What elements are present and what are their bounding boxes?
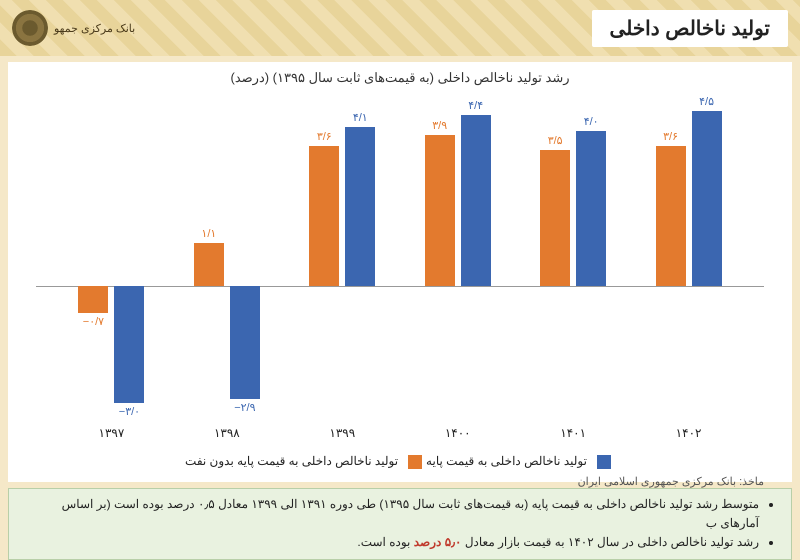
gdp-growth-chart: رشد تولید ناخالص داخلی (به قیمت‌های ثابت… [8,62,792,482]
chart-bar-group: ۳/۰− ۰/۷− [71,92,151,422]
page-title: تولید ناخالص داخلی [592,10,788,47]
cbi-logo-icon [12,10,48,46]
chart-bar-rect [114,286,144,402]
chart-value-label: ۱/۱ [201,227,216,240]
chart-bar: ۱/۱ [194,92,224,422]
chart-bar: ۳/۶ [656,92,686,422]
chart-title: رشد تولید ناخالص داخلی (به قیمت‌های ثابت… [18,70,782,86]
chart-bar-rect [576,131,606,286]
logo-block: بانک مرکزی جمهو [12,10,135,46]
chart-value-label: ۳/۶ [663,130,678,143]
chart-value-label: ۳/۶ [317,130,332,143]
chart-bar: ۳/۰− [114,92,144,422]
legend-label: تولید ناخالص داخلی به قیمت پایه [426,454,587,468]
legend-label: تولید ناخالص داخلی به قیمت پایه بدون نفت [185,454,398,468]
chart-x-label: ۱۴۰۰ [418,426,498,440]
chart-bar-group: ۴/۱ ۳/۶ [302,92,382,422]
chart-bar-rect [461,115,491,286]
chart-bar-rect [425,135,455,286]
chart-bar-rect [345,127,375,286]
chart-x-label: ۱۳۹۸ [187,426,267,440]
legend-swatch [408,455,422,469]
chart-value-label: ۴/۱ [353,111,368,124]
chart-bar: ۲/۹− [230,92,260,422]
chart-bar-rect [309,146,339,286]
chart-bar: ۳/۶ [309,92,339,422]
chart-bar-rect [692,111,722,286]
chart-legend: تولید ناخالص داخلی به قیمت پایه تولید ناخ… [18,454,782,469]
footer-bullet: متوسط رشد تولید ناخالص داخلی به قیمت پای… [23,495,759,533]
chart-value-label: ۴/۴ [468,99,483,112]
chart-bar: ۴/۰ [576,92,606,422]
footer-bullet: رشد تولید ناخالص داخلی در سال ۱۴۰۲ به قی… [23,533,759,552]
chart-plot: ۳/۰− ۰/۷− ۲/۹− ۱/۱ ۴/۱ ۳/۶ ۴/۴ ۳/۹ ۴/۰ ۳/۵ ۴/۵ ۳/۶ [36,92,764,422]
logo-label: بانک مرکزی جمهو [54,22,135,35]
chart-x-label: ۱۳۹۷ [71,426,151,440]
chart-x-axis: ۱۳۹۷ ۱۳۹۸ ۱۳۹۹ ۱۴۰۰ ۱۴۰۱ ۱۴۰۲ [36,426,764,448]
chart-bar-group: ۴/۰ ۳/۵ [533,92,613,422]
chart-bar-rect [540,150,570,286]
chart-value-label: ۲/۹− [234,401,255,414]
footer-notes: متوسط رشد تولید ناخالص داخلی به قیمت پای… [8,488,792,560]
chart-value-label: ۳/۹ [432,119,447,132]
chart-bar: ۳/۵ [540,92,570,422]
chart-bar-rect [194,243,224,286]
footer-emphasis: ۵٫۰ درصد [414,535,462,549]
chart-bar-rect [78,286,108,313]
header-band: تولید ناخالص داخلی بانک مرکزی جمهو [0,0,800,56]
chart-bar: ۴/۴ [461,92,491,422]
chart-bar-group: ۲/۹− ۱/۱ [187,92,267,422]
chart-value-label: ۴/۵ [699,95,714,108]
chart-bar: ۴/۵ [692,92,722,422]
chart-value-label: ۳/۰− [119,405,140,418]
chart-bar: ۴/۱ [345,92,375,422]
chart-bar: ۰/۷− [78,92,108,422]
chart-bar: ۳/۹ [425,92,455,422]
chart-bar-rect [656,146,686,286]
chart-bar-group: ۴/۴ ۳/۹ [418,92,498,422]
chart-source: ماخذ: بانک مرکزی جمهوری اسلامی ایران [18,475,764,488]
chart-value-label: ۴/۰ [584,115,599,128]
chart-value-label: ۰/۷− [83,315,104,328]
chart-x-label: ۱۴۰۱ [533,426,613,440]
chart-x-label: ۱۴۰۲ [649,426,729,440]
chart-bar-rect [230,286,260,399]
legend-swatch [597,455,611,469]
chart-x-label: ۱۳۹۹ [302,426,382,440]
chart-value-label: ۳/۵ [548,134,563,147]
chart-bar-group: ۴/۵ ۳/۶ [649,92,729,422]
